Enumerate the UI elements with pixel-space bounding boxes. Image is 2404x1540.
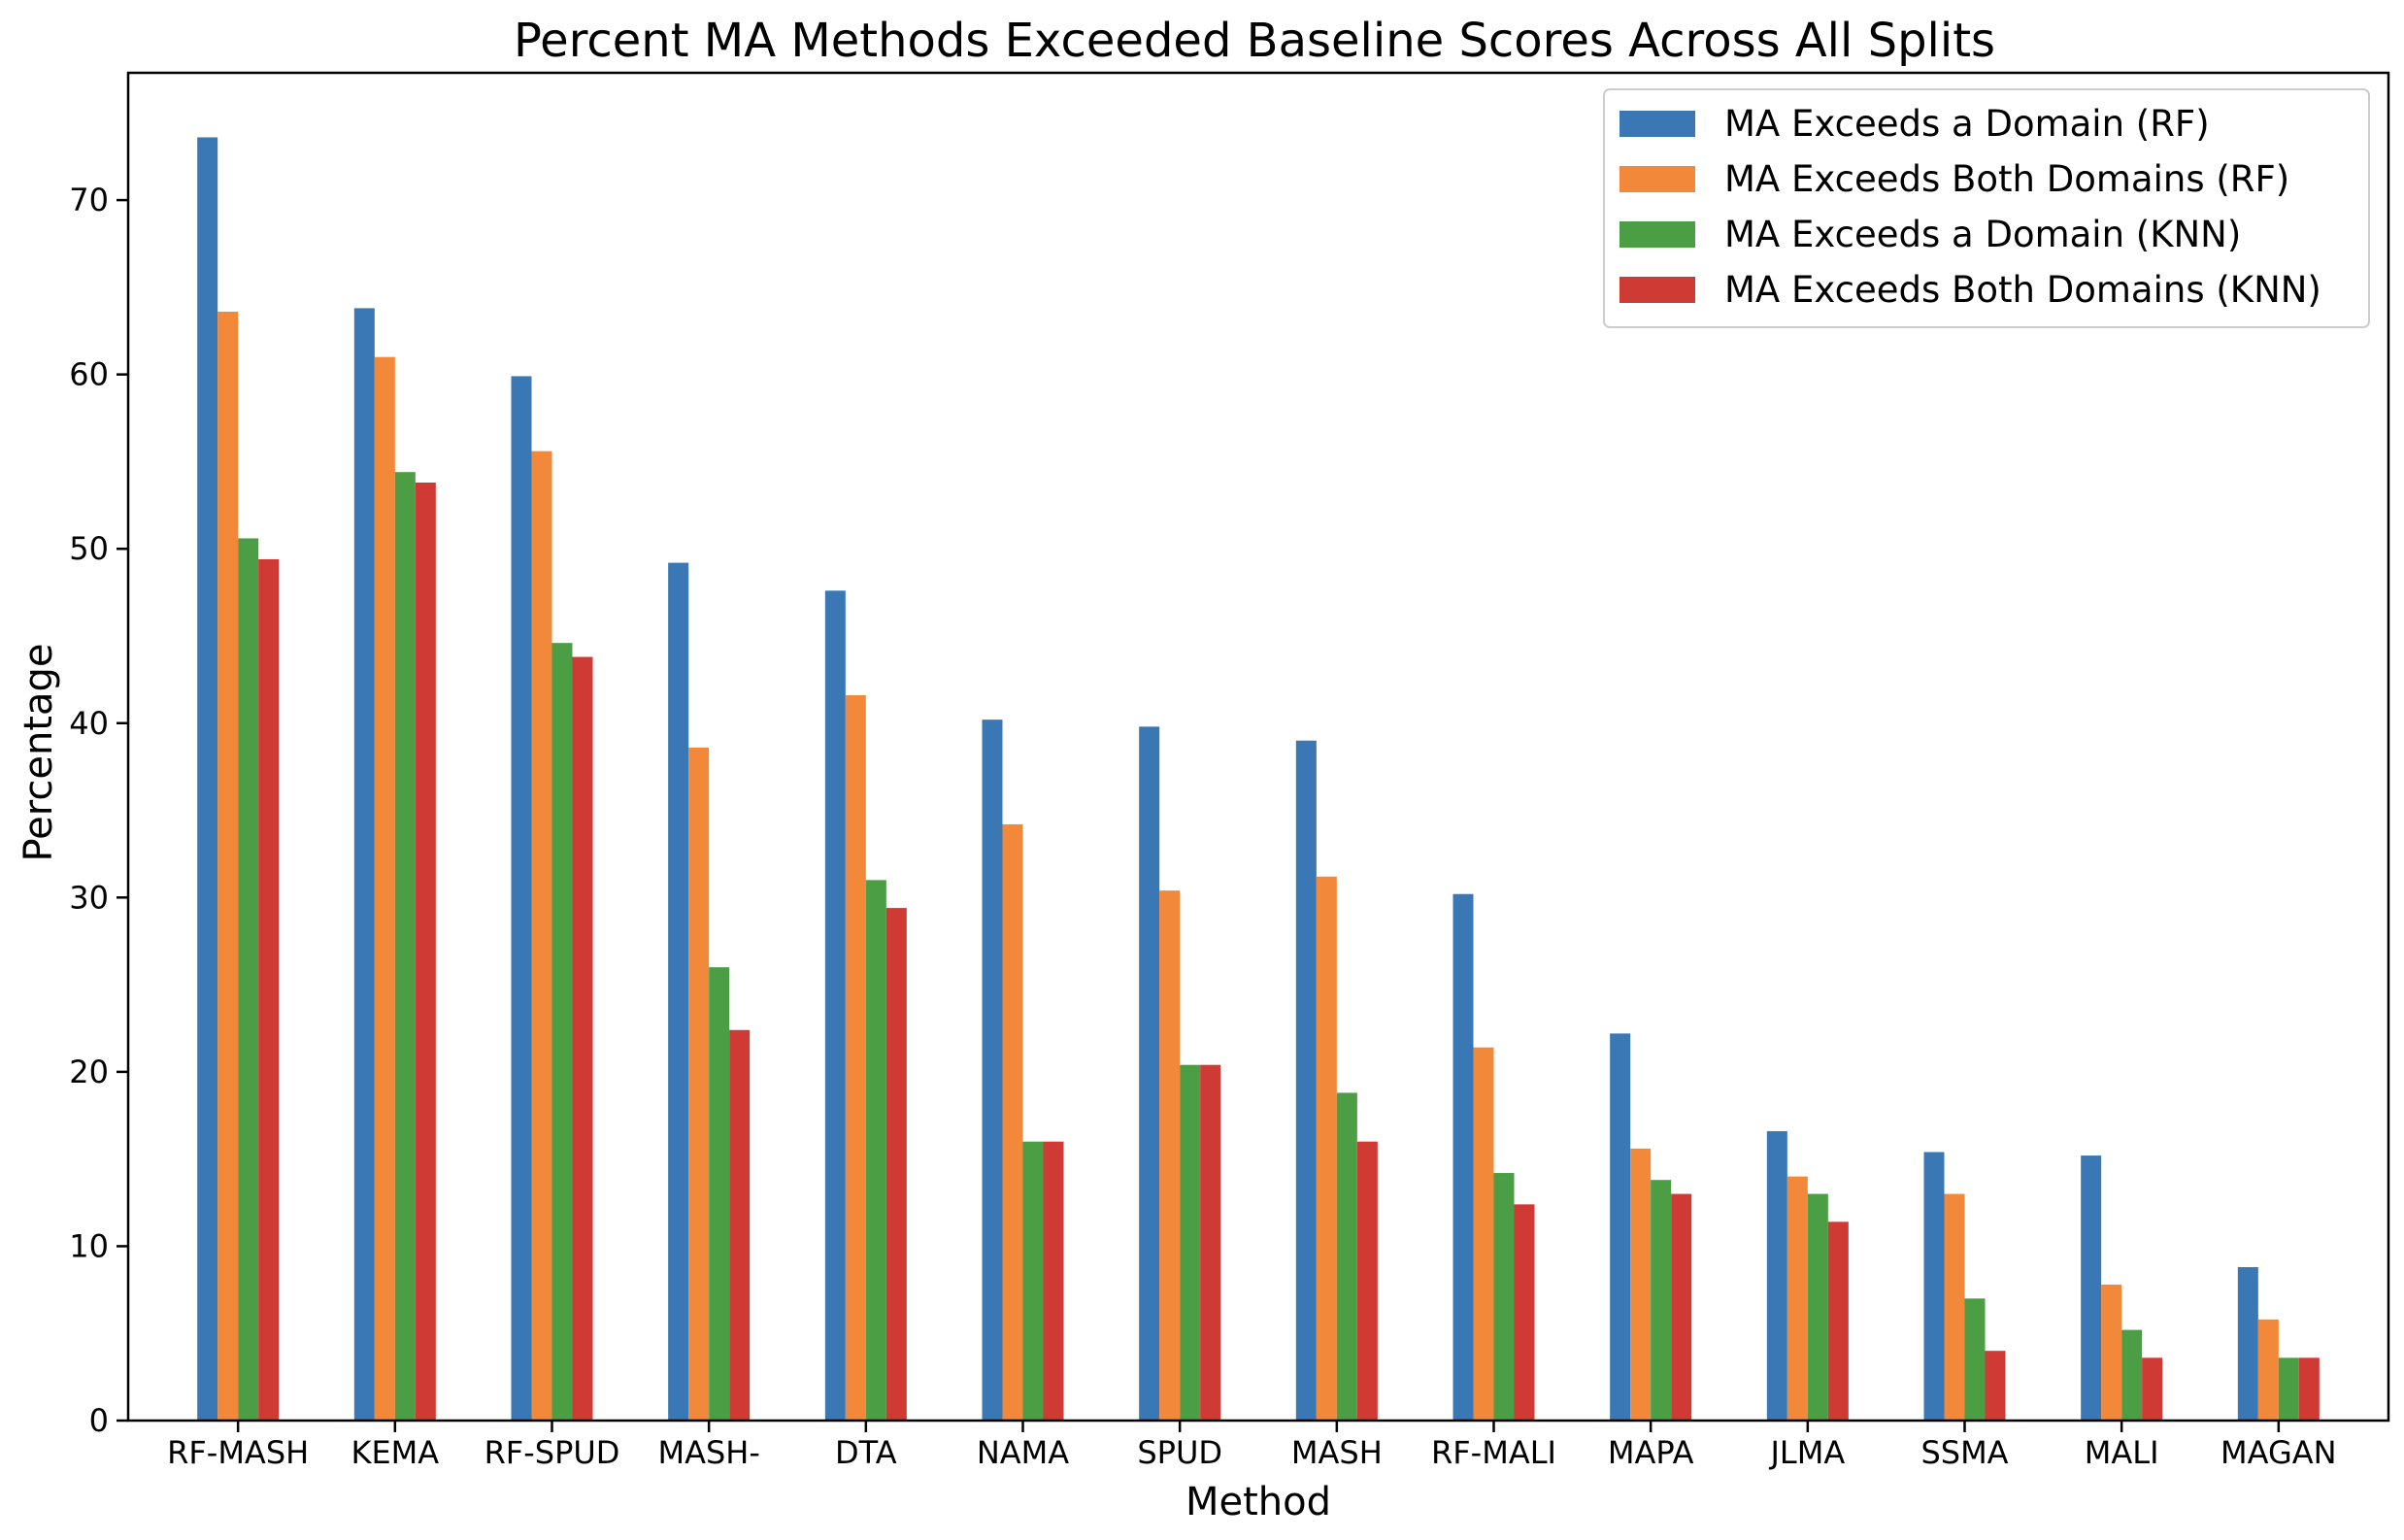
- y-tick-label: 20: [69, 1054, 109, 1090]
- bar-magan-series-4: [2298, 1357, 2320, 1421]
- legend-label: MA Exceeds a Domain (KNN): [1724, 214, 2241, 255]
- legend-swatch: [1619, 277, 1695, 303]
- bar-mapa-series-2: [1630, 1148, 1652, 1421]
- y-tick-label: 10: [69, 1227, 109, 1264]
- bar-magan-series-3: [2278, 1357, 2299, 1421]
- bar-rf-mali-series-1: [1452, 893, 1474, 1421]
- bar-mapa-series-1: [1610, 1033, 1631, 1421]
- y-tick-label: 40: [69, 705, 109, 742]
- bar-dta-series-4: [885, 908, 907, 1421]
- legend-swatch: [1619, 221, 1695, 248]
- y-axis-title: Percentage: [17, 643, 61, 861]
- bar-mash--series-4: [729, 1029, 751, 1421]
- x-axis-title: Method: [1185, 1480, 1331, 1524]
- bar-rf-mash-series-4: [258, 558, 280, 1421]
- y-tick-label: 60: [69, 356, 109, 393]
- x-tick-label: RF-SPUD: [484, 1434, 620, 1471]
- bar-nama-series-2: [1002, 823, 1023, 1421]
- bar-jlma-series-3: [1807, 1193, 1828, 1421]
- bar-mali-series-2: [2101, 1284, 2122, 1421]
- bar-rf-spud-series-4: [572, 656, 593, 1421]
- bar-ssma-series-3: [1964, 1298, 1986, 1421]
- bar-ssma-series-1: [1923, 1152, 1945, 1421]
- bar-rf-mash-series-3: [238, 538, 259, 1421]
- bar-magan-series-2: [2257, 1319, 2279, 1421]
- legend-label: MA Exceeds a Domain (RF): [1724, 103, 2210, 145]
- bar-dta-series-1: [824, 590, 846, 1421]
- legend: MA Exceeds a Domain (RF) MA Exceeds Both …: [1603, 88, 2370, 328]
- bar-rf-mash-series-1: [197, 137, 218, 1421]
- x-tick-label: MALI: [2085, 1434, 2159, 1471]
- bar-jlma-series-2: [1786, 1176, 1808, 1421]
- bars-layer: [197, 137, 2320, 1422]
- legend-label: MA Exceeds Both Domains (RF): [1724, 158, 2289, 200]
- bar-kema-series-4: [415, 482, 436, 1421]
- bar-nama-series-1: [982, 720, 1003, 1421]
- bar-dta-series-3: [865, 880, 886, 1421]
- bar-spud-series-1: [1139, 726, 1160, 1421]
- bar-mash--series-1: [668, 562, 689, 1421]
- y-tick-label: 30: [69, 879, 109, 916]
- plot-frame: [126, 71, 2390, 1423]
- bar-mali-series-3: [2121, 1329, 2143, 1421]
- bar-mapa-series-4: [1671, 1193, 1692, 1421]
- bar-jlma-series-4: [1827, 1222, 1849, 1421]
- legend-label: MA Exceeds Both Domains (KNN): [1724, 269, 2321, 311]
- x-tick-label: MASH-: [657, 1434, 759, 1471]
- bar-magan-series-1: [2237, 1266, 2258, 1421]
- legend-swatch: [1619, 111, 1695, 137]
- bar-ssma-series-2: [1944, 1193, 1965, 1421]
- bar-rf-mash-series-2: [217, 311, 239, 1421]
- x-axis: RF-MASH KEMA RF-SPUD MASH- DTA NAMA SPUD MASH RF…: [167, 1421, 2337, 1471]
- x-tick-label: MASH: [1291, 1434, 1383, 1471]
- bar-rf-mali-series-2: [1473, 1047, 1494, 1421]
- bar-mash-series-1: [1295, 740, 1317, 1421]
- bar-kema-series-1: [353, 308, 375, 1421]
- bar-mali-series-1: [2081, 1155, 2102, 1421]
- y-tick-label: 70: [69, 182, 109, 218]
- x-tick-label: SSMA: [1920, 1434, 2008, 1471]
- x-tick-label: DTA: [835, 1434, 897, 1471]
- bar-rf-spud-series-1: [511, 376, 532, 1421]
- bar-nama-series-4: [1043, 1141, 1064, 1421]
- x-tick-label: MAGAN: [2220, 1434, 2337, 1471]
- x-tick-label: MAPA: [1608, 1434, 1694, 1471]
- y-tick-label: 50: [69, 530, 109, 567]
- bar-mash--series-2: [688, 747, 710, 1421]
- bar-dta-series-2: [845, 695, 866, 1421]
- bar-rf-mali-series-3: [1493, 1173, 1515, 1421]
- bar-mash-series-2: [1316, 876, 1337, 1421]
- bar-nama-series-3: [1022, 1141, 1044, 1421]
- bar-rf-spud-series-2: [531, 451, 552, 1422]
- bar-mash-series-4: [1356, 1141, 1378, 1421]
- x-tick-label: NAMA: [977, 1434, 1069, 1471]
- bar-ssma-series-4: [1985, 1351, 2006, 1421]
- x-tick-label: SPUD: [1137, 1434, 1222, 1471]
- bar-kema-series-2: [374, 356, 395, 1421]
- y-tick-label: 0: [89, 1402, 109, 1439]
- x-tick-label: JLMA: [1768, 1434, 1845, 1471]
- bar-rf-mali-series-4: [1514, 1204, 1535, 1421]
- bar-mapa-series-3: [1651, 1180, 1672, 1421]
- x-tick-label: RF-MALI: [1431, 1434, 1556, 1471]
- bar-spud-series-2: [1159, 890, 1181, 1421]
- legend-box: [1603, 88, 2370, 328]
- bar-jlma-series-1: [1766, 1130, 1787, 1421]
- bar-kema-series-3: [394, 472, 416, 1421]
- legend-swatch: [1619, 166, 1695, 192]
- x-tick-label: RF-MASH: [167, 1434, 309, 1471]
- bar-mash--series-3: [709, 967, 730, 1421]
- bar-mash-series-3: [1336, 1092, 1357, 1421]
- bar-spud-series-4: [1200, 1064, 1221, 1421]
- x-tick-label: KEMA: [351, 1434, 439, 1471]
- chart-title: Percent MA Methods Exceeded Baseline Sco…: [514, 14, 1995, 68]
- bar-rf-spud-series-3: [551, 643, 573, 1421]
- y-axis: 0 10 20 30 40 50 60 70: [69, 182, 128, 1439]
- bar-mali-series-4: [2142, 1357, 2163, 1421]
- bar-spud-series-3: [1180, 1064, 1201, 1421]
